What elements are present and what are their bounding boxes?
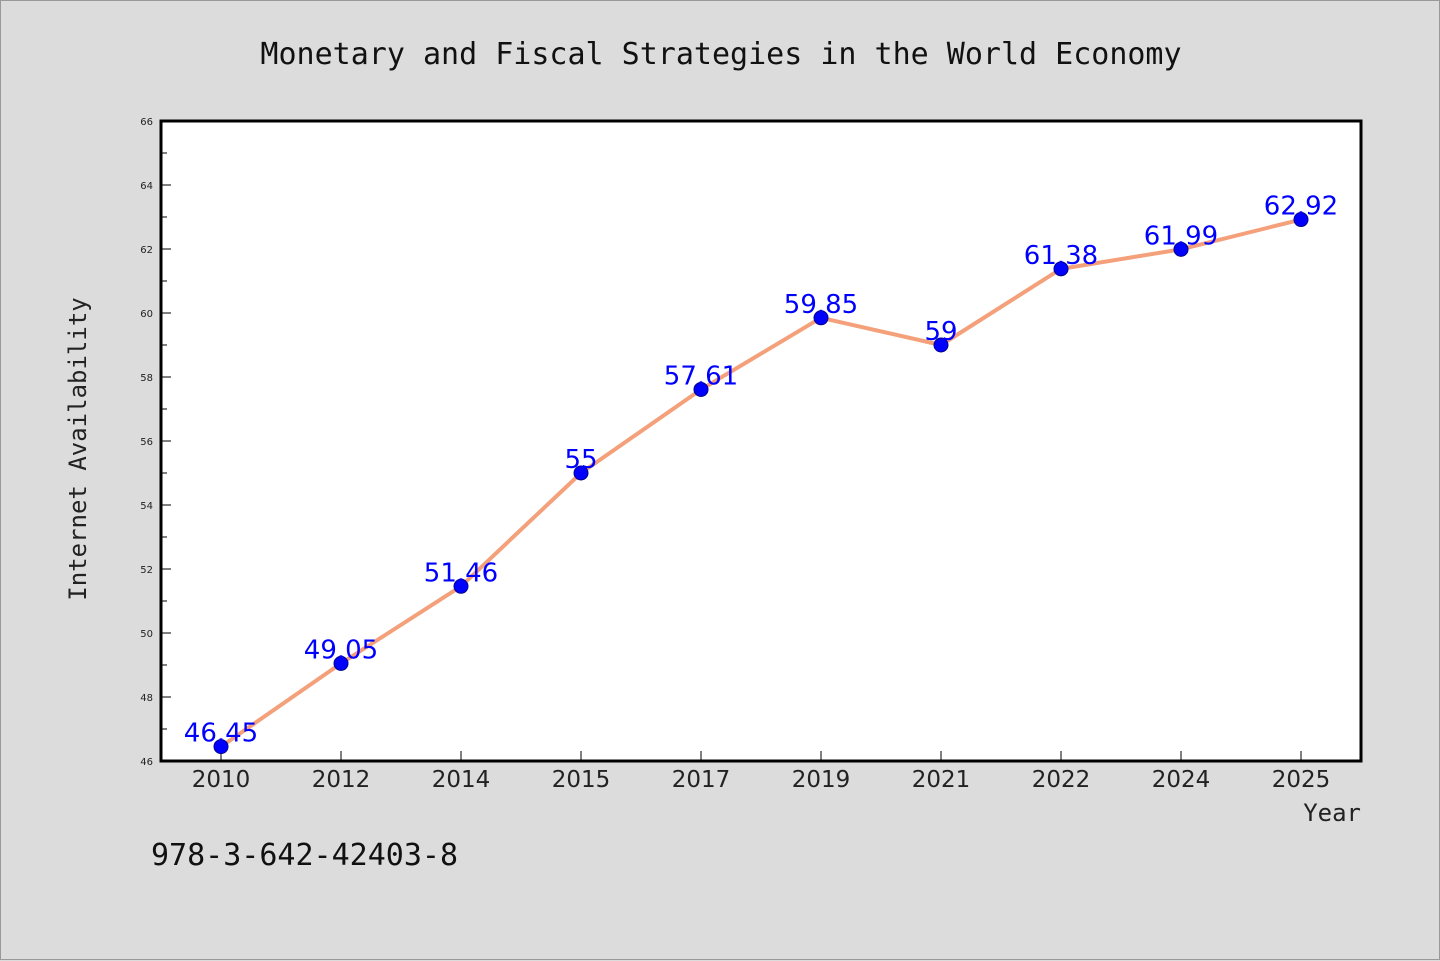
data-label: 51.46 — [424, 558, 498, 588]
y-tick-label: 48 — [140, 693, 153, 704]
data-point-marker — [813, 310, 829, 326]
data-label: 62.92 — [1264, 192, 1338, 222]
y-tick-label: 50 — [140, 629, 153, 640]
x-tick-label: 2021 — [912, 767, 971, 793]
x-tick-label: 2012 — [312, 767, 371, 793]
data-point-marker — [573, 465, 589, 481]
series-line-group: 46.45 49.05 51.46 55 57.61 59.85 59 61.38 61.99 6… — [184, 192, 1338, 755]
x-tick-label: 2024 — [1152, 767, 1211, 793]
data-point-marker — [333, 655, 349, 671]
x-tick-label: 2017 — [672, 767, 731, 793]
y-tick-label: 54 — [140, 501, 153, 512]
data-label: 55 — [564, 445, 597, 475]
data-point-marker — [693, 381, 709, 397]
series-line — [219, 217, 1302, 749]
y-tick-label: 60 — [140, 309, 153, 320]
data-point-marker — [1173, 241, 1189, 257]
x-tick-label: 2019 — [792, 767, 851, 793]
data-label: 59 — [924, 317, 957, 347]
plot-area — [159, 119, 1363, 763]
data-label: 59.85 — [784, 290, 858, 320]
data-point-marker — [453, 578, 469, 594]
data-point-marker — [933, 337, 949, 353]
chart-title: Monetary and Fiscal Strategies in the Wo… — [260, 37, 1181, 72]
data-label: 57.61 — [664, 361, 738, 391]
data-label: 61.38 — [1024, 241, 1098, 271]
y-axis-label: Internet Availability — [64, 297, 92, 600]
data-point-marker — [1053, 261, 1069, 277]
data-point-marker — [1293, 212, 1309, 228]
x-tick-label: 2025 — [1272, 767, 1331, 793]
x-tick-label: 2022 — [1032, 767, 1091, 793]
x-axis-label: Year — [1303, 799, 1361, 827]
data-label: 46.45 — [184, 719, 258, 749]
y-tick-label: 58 — [140, 373, 153, 384]
data-point-marker — [213, 739, 229, 755]
footnote-isbn: 978-3-642-42403-8 — [151, 838, 458, 873]
x-tick-label: 2014 — [432, 767, 491, 793]
x-axis: 2010 2012 2014 2015 2017 2019 2021 2022 2024 2025 — [192, 751, 1331, 793]
y-tick-label: 52 — [140, 565, 153, 576]
data-label: 61.99 — [1144, 221, 1218, 251]
y-tick-label: 66 — [140, 117, 153, 128]
x-tick-label: 2010 — [192, 767, 251, 793]
y-tick-label: 64 — [140, 181, 153, 192]
y-axis: 46 48 50 52 54 56 58 60 62 64 66 — [140, 117, 171, 768]
y-tick-label: 56 — [140, 437, 153, 448]
y-tick-label: 46 — [140, 757, 153, 768]
x-tick-label: 2015 — [552, 767, 611, 793]
data-label: 49.05 — [304, 635, 378, 665]
y-tick-label: 62 — [140, 245, 153, 256]
